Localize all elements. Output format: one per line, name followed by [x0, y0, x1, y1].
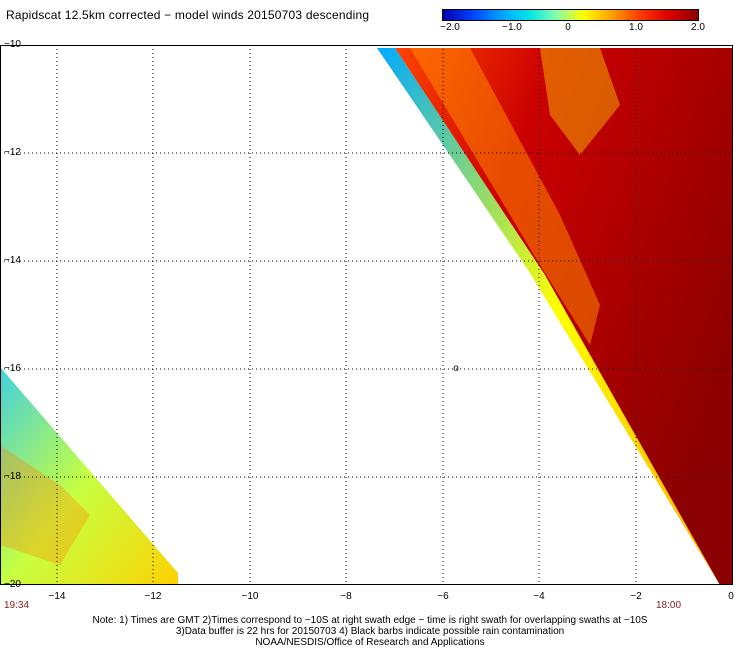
colorbar-tick-label: 0 — [565, 22, 571, 33]
lon-label: −6 — [437, 591, 449, 602]
lon-label: −14 — [48, 591, 66, 602]
lat-label: −20 — [4, 579, 21, 590]
lat-label: −10 — [4, 39, 21, 50]
right-swath-data — [395, 48, 733, 585]
lon-label: 0 — [728, 591, 734, 602]
right-swath-time: 18:00 — [656, 600, 682, 611]
colorbar-tick-label: 1.0 — [629, 22, 643, 33]
colorbar — [442, 9, 699, 21]
colorbar-tick-label: −1.0 — [502, 22, 522, 33]
colorbar-tick-label: 2.0 — [691, 22, 705, 33]
note-line-2: 3)Data buffer is 22 hrs for 20150703 4) … — [175, 626, 565, 637]
lat-label: −18 — [4, 471, 21, 482]
left-swath-patch — [0, 445, 90, 565]
swath-edge-strip — [377, 48, 730, 585]
lon-label: −12 — [144, 591, 162, 602]
wind-difference-map: o — [0, 45, 733, 585]
left-swath-data — [0, 367, 178, 585]
lat-label: −16 — [4, 363, 21, 374]
lat-label: −12 — [4, 147, 21, 158]
colorbar-tick-label: −2.0 — [440, 22, 460, 33]
left-swath-time: 19:34 — [4, 600, 30, 611]
lon-label: −4 — [533, 591, 545, 602]
island-symbol: o — [453, 363, 459, 374]
map-frame — [0, 45, 733, 585]
swath-transition-band — [410, 48, 600, 345]
plot-title: Rapidscat 12.5km corrected − model winds… — [6, 8, 370, 22]
lon-label: −2 — [630, 591, 642, 602]
swath-yellow-patches — [540, 48, 620, 155]
note-line-3: NOAA/NESDIS/Office of Research and Appli… — [255, 637, 485, 648]
lon-label: −8 — [340, 591, 352, 602]
note-line-1: Note: 1) Times are GMT 2)Times correspon… — [92, 615, 648, 626]
lon-label: −10 — [241, 591, 259, 602]
lat-label: −14 — [4, 255, 21, 266]
